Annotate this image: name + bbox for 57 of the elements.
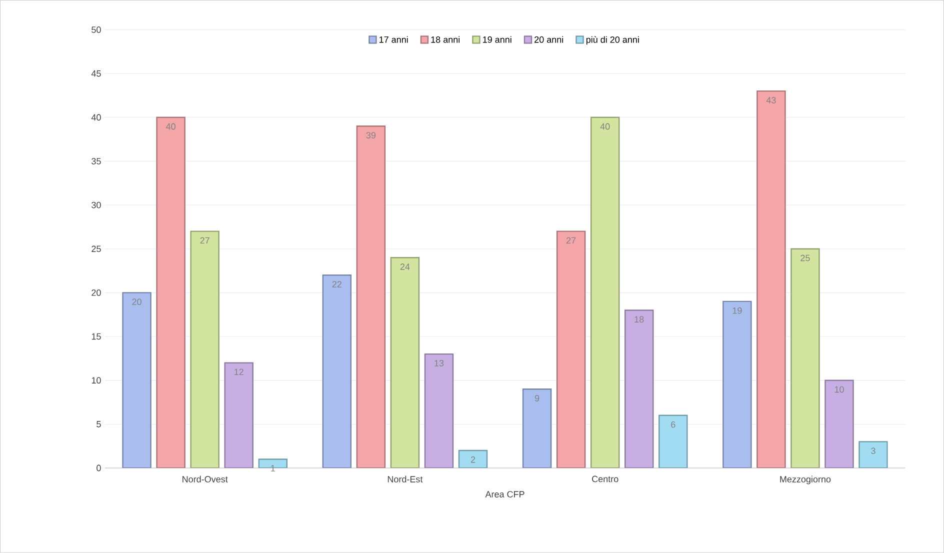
data-label: 39 bbox=[366, 132, 376, 139]
data-label: 9 bbox=[534, 395, 540, 402]
bar bbox=[522, 388, 552, 468]
bar bbox=[356, 126, 386, 468]
x-tick-label: Nord-Est bbox=[388, 476, 423, 483]
legend-label: 18 anni bbox=[431, 36, 460, 43]
x-tick-label: Nord-Ovest bbox=[182, 476, 228, 483]
legend-label: 19 anni bbox=[483, 36, 512, 43]
bar bbox=[658, 414, 688, 468]
y-tick-label: 25 bbox=[92, 246, 101, 252]
legend-label: 17 anni bbox=[380, 36, 408, 43]
y-tick-label: 0 bbox=[96, 464, 101, 472]
bar bbox=[790, 248, 820, 468]
y-tick-label: 10 bbox=[92, 377, 101, 384]
data-label: 12 bbox=[234, 368, 244, 376]
y-tick-label: 35 bbox=[92, 158, 101, 165]
data-label: 40 bbox=[600, 123, 610, 130]
y-tick-label: 40 bbox=[91, 114, 101, 121]
bar bbox=[624, 310, 654, 468]
data-label: 27 bbox=[200, 237, 210, 244]
y-tick-label: 50 bbox=[92, 26, 101, 34]
y-tick-label: 5 bbox=[96, 421, 101, 428]
bar bbox=[590, 116, 620, 468]
data-label: 6 bbox=[671, 421, 676, 428]
bar bbox=[390, 257, 420, 468]
bar bbox=[190, 230, 220, 468]
data-label: 27 bbox=[566, 237, 576, 244]
data-label: 13 bbox=[434, 360, 444, 366]
data-label: 18 bbox=[634, 316, 644, 323]
y-tick-label: 20 bbox=[92, 290, 101, 296]
bar bbox=[322, 274, 352, 468]
data-label: 43 bbox=[766, 97, 776, 104]
bar bbox=[424, 354, 454, 468]
y-tick-label: 45 bbox=[91, 70, 101, 77]
y-tick-label: 15 bbox=[92, 333, 101, 340]
data-label: 25 bbox=[800, 254, 810, 262]
y-tick-label: 30 bbox=[92, 202, 101, 208]
x-tick-label: Centro bbox=[592, 476, 618, 482]
bar bbox=[722, 300, 752, 468]
legend-label: 20 anni bbox=[534, 36, 564, 43]
legend-label: più di 20 anni bbox=[586, 36, 639, 45]
x-axis-title: Area CFP bbox=[485, 491, 524, 498]
data-label: 2 bbox=[470, 456, 476, 463]
data-label: 40 bbox=[166, 123, 176, 130]
x-tick-label: Mezzogiorno bbox=[780, 476, 831, 484]
data-label: 10 bbox=[834, 386, 844, 393]
bar bbox=[122, 292, 152, 468]
data-label: 24 bbox=[400, 264, 410, 270]
bar bbox=[224, 362, 254, 468]
bar bbox=[824, 380, 854, 468]
bar bbox=[756, 90, 786, 468]
bar bbox=[156, 116, 186, 468]
bar bbox=[556, 230, 586, 468]
data-label: 22 bbox=[332, 281, 342, 288]
data-label: 20 bbox=[132, 298, 142, 306]
data-label: 3 bbox=[871, 448, 876, 454]
data-label: 19 bbox=[732, 308, 742, 314]
